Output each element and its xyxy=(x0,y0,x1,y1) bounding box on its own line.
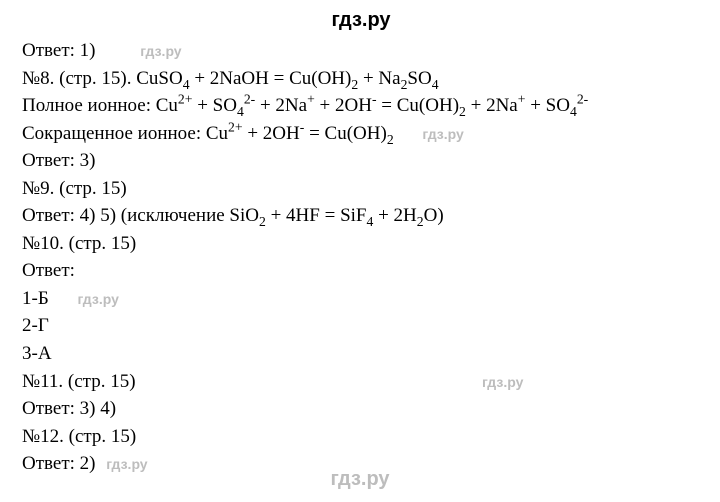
document-page: гдз.ру Ответ: 1) гдз.ру №8. (стр. 15). C… xyxy=(0,0,720,502)
question-ref: №11. (стр. 15) xyxy=(22,371,136,392)
text-line: №12. (стр. 15) xyxy=(22,423,700,451)
text-line: Ответ: 4) 5) (исключение SiO2 + 4HF = Si… xyxy=(22,202,700,230)
answer-text: Ответ: 3) xyxy=(22,150,95,171)
equation-line: Полное ионное: Cu2+ + SO42- + 2Na+ + 2OH… xyxy=(22,95,588,116)
text-line: Ответ: 1) гдз.ру xyxy=(22,37,700,65)
question-ref: №12. (стр. 15) xyxy=(22,426,136,447)
answer-text: 3-А xyxy=(22,343,52,364)
text-line: №9. (стр. 15) xyxy=(22,175,700,203)
text-line: №10. (стр. 15) xyxy=(22,230,700,258)
equation-line: Сокращенное ионное: Cu2+ + 2OH- = Cu(OH)… xyxy=(22,123,394,144)
text-line: 1-Б гдз.ру xyxy=(22,285,700,313)
text-line: Ответ: 3) 4) xyxy=(22,395,700,423)
answer-text: Ответ: 1) xyxy=(22,40,95,61)
text-line: Полное ионное: Cu2+ + SO42- + 2Na+ + 2OH… xyxy=(22,92,700,120)
text-line: Ответ: xyxy=(22,257,700,285)
watermark-inline: гдз.ру xyxy=(422,126,463,142)
page-header: гдз.ру xyxy=(22,0,700,37)
watermark-inline: гдз.ру xyxy=(140,43,181,59)
answer-text: Ответ: xyxy=(22,260,75,281)
equation-line: Ответ: 4) 5) (исключение SiO2 + 4HF = Si… xyxy=(22,205,444,226)
footer-watermark: гдз.ру xyxy=(0,465,720,494)
text-line: №11. (стр. 15) гдз.ру xyxy=(22,368,700,396)
text-line: 3-А xyxy=(22,340,700,368)
watermark-inline: гдз.ру xyxy=(78,291,119,307)
answer-text: Ответ: 3) 4) xyxy=(22,398,116,419)
watermark-inline: гдз.ру xyxy=(482,372,523,392)
text-line: Ответ: 3) xyxy=(22,147,700,175)
text-line: Сокращенное ионное: Cu2+ + 2OH- = Cu(OH)… xyxy=(22,120,700,148)
equation-line: №8. (стр. 15). CuSO4 + 2NaOH = Cu(OH)2 +… xyxy=(22,68,439,89)
answer-text: 1-Б xyxy=(22,288,49,309)
text-line: №8. (стр. 15). CuSO4 + 2NaOH = Cu(OH)2 +… xyxy=(22,65,700,93)
question-ref: №9. (стр. 15) xyxy=(22,178,127,199)
text-line: 2-Г xyxy=(22,312,700,340)
question-ref: №10. (стр. 15) xyxy=(22,233,136,254)
answer-text: 2-Г xyxy=(22,315,49,336)
